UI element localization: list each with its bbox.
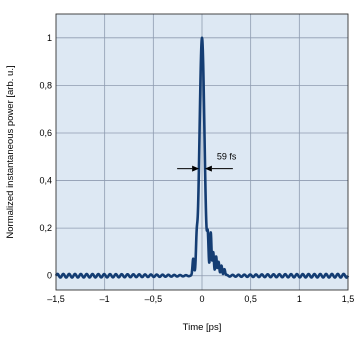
y-tick-labels: 0 0,2 0,4 0,6 0,8 1	[39, 33, 52, 281]
y-axis-label: Normalized instantaneous power [arb. u.]	[5, 65, 16, 238]
x-tick-label: –1	[100, 294, 110, 304]
y-tick-label: 0	[47, 271, 52, 281]
x-tick-label: 1	[297, 294, 302, 304]
fwhm-left-arrow-head	[192, 165, 200, 172]
y-tick-label: 0,8	[39, 80, 52, 90]
series-line	[54, 36, 350, 279]
x-tick-label: –0,5	[145, 294, 163, 304]
x-tick-label: 0	[199, 294, 204, 304]
curve-group	[54, 36, 350, 279]
x-tick-label: –1,5	[47, 294, 65, 304]
plot-frame	[55, 13, 349, 291]
x-tick-label: 1,5	[342, 294, 355, 304]
y-tick-label: 0,6	[39, 128, 52, 138]
x-tick-labels: –1,5 –1 –0,5 0 0,5 1 1,5	[47, 294, 354, 304]
fwhm-label: 59 fs	[217, 152, 237, 162]
x-axis-label: Time [ps]	[183, 322, 222, 333]
y-tick-label: 1	[47, 33, 52, 43]
fwhm-right-arrow-head	[204, 165, 212, 172]
y-tick-label: 0,2	[39, 223, 52, 233]
y-tick-label: 0,4	[39, 176, 52, 186]
x-tick-label: 0,5	[244, 294, 257, 304]
fwhm-annotation: 59 fs	[177, 152, 237, 172]
